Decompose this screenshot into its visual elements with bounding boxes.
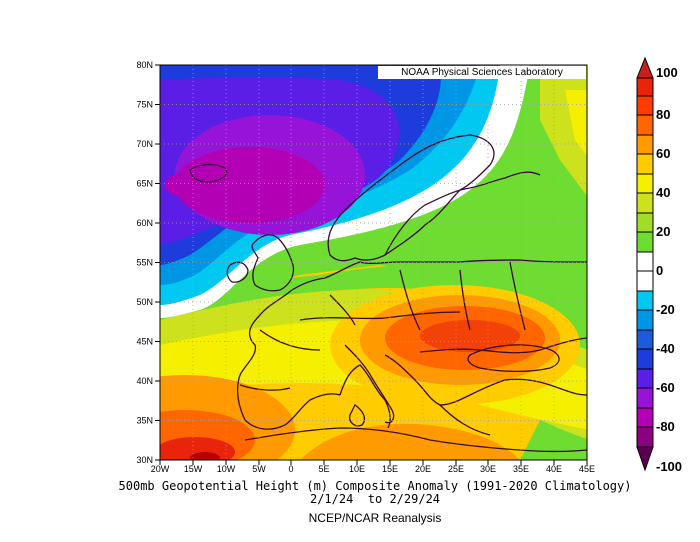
lon-label: 25E (448, 464, 464, 474)
colorbar-swatch (636, 309, 654, 331)
lat-label: 75N (136, 100, 153, 110)
colorbar-label: -60 (656, 380, 675, 395)
colorbar-swatch (636, 348, 654, 370)
lon-label: 30E (480, 464, 496, 474)
lon-label: 15E (382, 464, 398, 474)
lon-label: 40E (546, 464, 562, 474)
colorbar-swatch (636, 77, 654, 97)
anomaly-field (160, 65, 587, 460)
colorbar-label: -20 (656, 302, 675, 317)
lat-label: 45N (136, 337, 153, 347)
lat-label: 80N (136, 60, 153, 70)
colorbar-swatch (636, 114, 654, 136)
colorbar-top-arrow (636, 56, 654, 79)
colorbar-label: 100 (656, 65, 678, 80)
colorbar-label: 60 (656, 146, 670, 161)
lon-label: 45E (579, 464, 595, 474)
colorbar-label: -100 (656, 459, 682, 474)
credit-banner: NOAA Physical Sciences Laboratory (378, 66, 586, 79)
colorbar-swatch (636, 329, 654, 350)
colorbar-swatch (636, 173, 654, 194)
colorbar-swatch (636, 290, 654, 311)
tick-marks (155, 64, 588, 465)
lat-label: 30N (136, 455, 153, 465)
lon-label: 5E (318, 464, 329, 474)
lon-labels: 20W 15W 10W 5W 0 5E 10E 15E 20E 25E 30E … (151, 464, 595, 474)
colorbar-swatch (636, 407, 654, 428)
data-source: NCEP/NCAR Reanalysis (308, 511, 442, 525)
lon-label: 0 (288, 464, 293, 474)
lon-label: 20E (415, 464, 431, 474)
lat-labels: 80N 75N 70N 65N 60N 55N 50N 45N 40N 35N … (136, 60, 153, 465)
lat-label: 60N (136, 218, 153, 228)
lat-label: 70N (136, 139, 153, 149)
lon-label: 10W (217, 464, 236, 474)
lon-label: 10E (349, 464, 365, 474)
colorbar-swatch (636, 212, 654, 233)
colorbar-swatch (636, 270, 654, 292)
colorbar-label: 80 (656, 107, 670, 122)
colorbar-labels: 100 80 60 40 20 0 -20 -40 -60 -80 -100 (656, 65, 682, 474)
date-range: 2/1/24 to 2/29/24 (309, 492, 441, 506)
colorbar (636, 56, 654, 472)
colorbar-label: 0 (656, 263, 663, 278)
colorbar-swatch (636, 134, 654, 155)
colorbar-swatch (636, 192, 654, 214)
lon-label: 35E (513, 464, 529, 474)
colorbar-swatch (636, 153, 654, 175)
colorbar-swatch (636, 95, 654, 116)
colorbar-swatch (636, 251, 654, 272)
colorbar-bottom-arrow (636, 446, 654, 472)
map-title: 500mb Geopotential Height (m) Composite … (118, 479, 632, 493)
colorbar-swatch (636, 387, 654, 409)
lat-label: 55N (136, 258, 153, 268)
colorbar-label: -40 (656, 341, 675, 356)
colorbar-swatch (636, 231, 654, 253)
lat-label: 40N (136, 376, 153, 386)
lat-label: 50N (136, 297, 153, 307)
colorbar-swatch (636, 426, 654, 448)
colorbar-label: -80 (656, 419, 675, 434)
lon-label: 15W (184, 464, 203, 474)
lat-label: 35N (136, 416, 153, 426)
colorbar-label: 20 (656, 224, 670, 239)
lon-label: 20W (151, 464, 170, 474)
colorbar-swatch (636, 368, 654, 389)
colorbar-label: 40 (656, 185, 670, 200)
lat-label: 65N (136, 179, 153, 189)
lon-label: 5W (252, 464, 266, 474)
